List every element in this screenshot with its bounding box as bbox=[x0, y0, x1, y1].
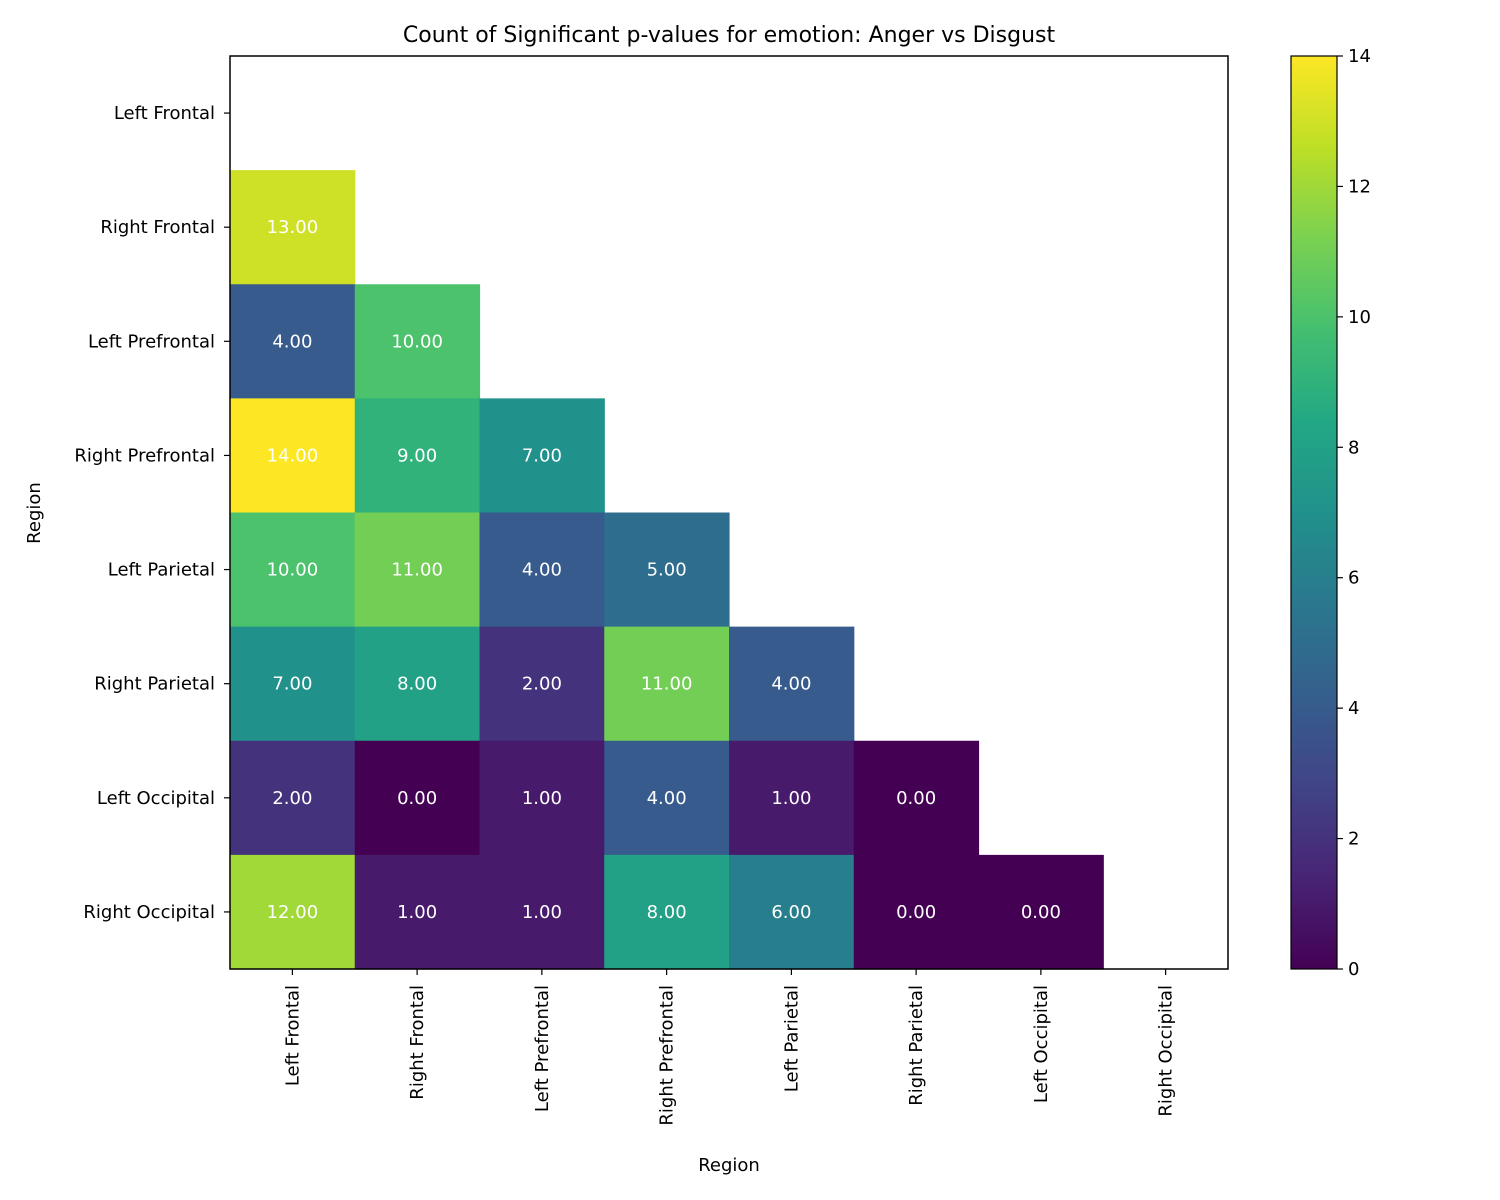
x-tick-label-left-frontal: Left Frontal bbox=[282, 985, 303, 1086]
colorbar-tick-label: 4 bbox=[1348, 698, 1359, 719]
cell-value-label: 1.00 bbox=[522, 788, 562, 809]
heatmap-cell-left-parietal-right-prefrontal bbox=[604, 512, 730, 628]
cell-value-label: 4.00 bbox=[272, 331, 312, 352]
cell-value-label: 0.00 bbox=[397, 788, 437, 809]
heatmap-cell-right-occipital-left-parietal bbox=[729, 854, 855, 970]
cell-value-label: 6.00 bbox=[771, 902, 811, 923]
y-tick-label-left-occipital: Left Occipital bbox=[97, 788, 215, 809]
cell-value-label: 10.00 bbox=[267, 560, 319, 581]
heatmap-cell-left-parietal-left-prefrontal bbox=[479, 512, 605, 628]
y-tick-label-right-prefrontal: Right Prefrontal bbox=[74, 445, 215, 466]
cell-value-label: 4.00 bbox=[522, 560, 562, 581]
x-tick-label-right-parietal: Right Parietal bbox=[906, 985, 927, 1106]
heatmap-cell-right-prefrontal-left-prefrontal bbox=[479, 398, 605, 514]
colorbar-tick-label: 8 bbox=[1348, 437, 1359, 458]
colorbar-tick-label: 12 bbox=[1348, 176, 1371, 197]
heatmap-cell-left-occipital-right-prefrontal bbox=[604, 740, 730, 856]
heatmap-cell-right-parietal-right-prefrontal bbox=[604, 626, 730, 742]
cell-value-label: 11.00 bbox=[641, 674, 693, 695]
x-tick-label-left-occipital: Left Occipital bbox=[1031, 985, 1052, 1103]
cell-value-label: 2.00 bbox=[522, 674, 562, 695]
heatmap-cell-right-occipital-left-frontal bbox=[230, 854, 356, 970]
colorbar-tick-label: 2 bbox=[1348, 829, 1359, 850]
cell-value-label: 0.00 bbox=[896, 902, 936, 923]
cell-value-label: 0.00 bbox=[896, 788, 936, 809]
heatmap-cell-labels: 13.00 4.00 10.00 14.00 9.00 7.00 10.00 11.00 4.0… bbox=[267, 217, 1061, 923]
cell-value-label: 0.00 bbox=[1021, 902, 1061, 923]
heatmap-cell-right-frontal-left-frontal bbox=[230, 170, 356, 285]
heatmap-cell-left-prefrontal-left-frontal bbox=[230, 284, 356, 399]
cell-value-label: 9.00 bbox=[397, 445, 437, 466]
x-tick-label-right-prefrontal: Right Prefrontal bbox=[657, 985, 678, 1126]
cell-value-label: 7.00 bbox=[522, 445, 562, 466]
heatmap-cell-left-parietal-right-frontal bbox=[354, 512, 481, 628]
heatmap-cells bbox=[230, 170, 1104, 970]
plot-frame bbox=[229, 55, 1229, 970]
cell-value-label: 5.00 bbox=[647, 560, 687, 581]
x-tick-label-right-frontal: Right Frontal bbox=[407, 985, 428, 1100]
x-tick-label-left-parietal: Left Parietal bbox=[781, 985, 802, 1092]
cell-value-label: 14.00 bbox=[267, 445, 319, 466]
cell-value-label: 8.00 bbox=[647, 902, 687, 923]
colorbar-tick-label: 6 bbox=[1348, 568, 1359, 589]
heatmap-cell-right-occipital-right-frontal bbox=[354, 854, 481, 970]
cell-value-label: 12.00 bbox=[267, 902, 319, 923]
heatmap-cell-left-occipital-right-parietal bbox=[853, 740, 980, 856]
y-tick-label-left-prefrontal: Left Prefrontal bbox=[88, 331, 215, 352]
cell-value-label: 7.00 bbox=[272, 674, 312, 695]
cell-value-label: 2.00 bbox=[272, 788, 312, 809]
colorbar bbox=[1290, 55, 1338, 970]
cell-value-label: 13.00 bbox=[267, 217, 319, 238]
x-axis-label: Region bbox=[698, 1155, 760, 1176]
chart-title: Count of Significant p-values for emotio… bbox=[403, 23, 1056, 48]
cell-value-label: 1.00 bbox=[522, 902, 562, 923]
heatmap-cell-right-parietal-left-parietal bbox=[729, 626, 855, 742]
heatmap-cell-right-occipital-left-prefrontal bbox=[479, 854, 605, 970]
cell-value-label: 11.00 bbox=[391, 560, 443, 581]
y-tick-label-left-parietal: Left Parietal bbox=[108, 560, 215, 581]
cell-value-label: 1.00 bbox=[397, 902, 437, 923]
y-axis-label: Region bbox=[24, 482, 45, 544]
y-tick-label-right-frontal: Right Frontal bbox=[100, 217, 215, 238]
y-tick-label-left-frontal: Left Frontal bbox=[114, 103, 215, 124]
heatmap-cell-right-prefrontal-right-frontal bbox=[354, 398, 481, 514]
heatmap-cell-right-occipital-right-parietal bbox=[853, 854, 980, 970]
cell-value-label: 8.00 bbox=[397, 674, 437, 695]
cell-value-label: 10.00 bbox=[391, 331, 443, 352]
heatmap-cell-right-parietal-left-prefrontal bbox=[479, 626, 605, 742]
y-axis-ticks: Left Frontal Right Frontal Left Prefrontal… bbox=[74, 103, 230, 923]
heatmap-cell-right-occipital-right-prefrontal bbox=[604, 854, 730, 970]
heatmap-cell-right-prefrontal-left-frontal bbox=[230, 398, 356, 514]
colorbar-tick-label: 14 bbox=[1348, 46, 1371, 67]
heatmap-cell-left-occipital-left-frontal bbox=[230, 740, 356, 856]
cell-value-label: 4.00 bbox=[647, 788, 687, 809]
y-tick-label-right-occipital: Right Occipital bbox=[83, 902, 215, 923]
heatmap-cell-right-parietal-right-frontal bbox=[354, 626, 481, 742]
heatmap-cell-left-prefrontal-right-frontal bbox=[354, 284, 481, 399]
cell-value-label: 1.00 bbox=[771, 788, 811, 809]
heatmap-cell-right-parietal-left-frontal bbox=[230, 626, 356, 742]
x-tick-label-left-prefrontal: Left Prefrontal bbox=[532, 985, 553, 1112]
cell-value-label: 4.00 bbox=[771, 674, 811, 695]
colorbar-ticks: 0 2 4 6 8 10 12 14 bbox=[1337, 46, 1371, 980]
colorbar-tick-label: 0 bbox=[1348, 959, 1359, 980]
heatmap-cell-left-occipital-left-parietal bbox=[729, 740, 855, 856]
x-axis-ticks: Left Frontal Right Frontal Left Prefrontal… bbox=[282, 969, 1177, 1126]
heatmap-cell-left-occipital-right-frontal bbox=[354, 740, 481, 856]
heatmap-cell-left-occipital-left-prefrontal bbox=[479, 740, 605, 856]
y-tick-label-right-parietal: Right Parietal bbox=[94, 674, 215, 695]
colorbar-tick-label: 10 bbox=[1348, 307, 1371, 328]
x-tick-label-right-occipital: Right Occipital bbox=[1156, 985, 1177, 1117]
heatmap-cell-left-parietal-left-frontal bbox=[230, 512, 356, 628]
heatmap-cell-right-occipital-left-occipital bbox=[978, 854, 1104, 970]
